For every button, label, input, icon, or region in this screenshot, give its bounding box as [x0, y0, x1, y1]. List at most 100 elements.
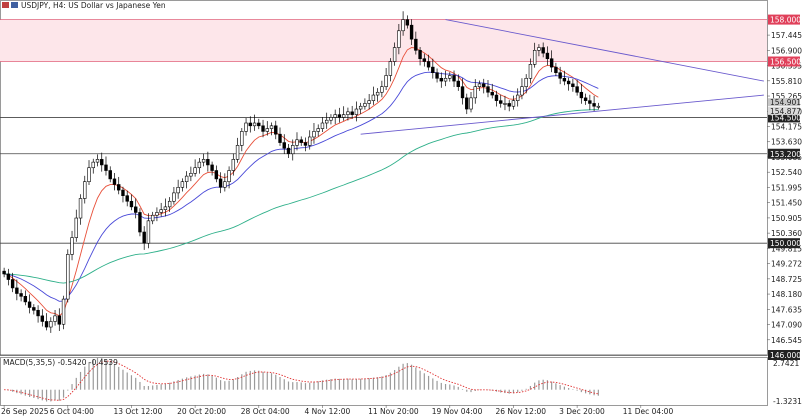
candle-body	[439, 77, 443, 82]
candle-body	[240, 131, 244, 146]
price-pane-border	[0, 0, 768, 356]
candle-body	[227, 170, 231, 183]
candle-body	[49, 321, 53, 328]
x-axis-tick-label: 4 Nov 12:00	[304, 407, 350, 416]
candle-body	[248, 122, 252, 127]
candle-body	[201, 159, 206, 163]
level-tag-label: 146.000	[770, 351, 801, 360]
candle-body	[125, 195, 129, 202]
candle-body	[465, 97, 469, 110]
x-axis-tick-label: 13 Oct 12:00	[113, 407, 162, 416]
candle-body	[354, 108, 359, 115]
candle-body	[184, 175, 189, 183]
y-axis-tick-label: 153.630	[771, 138, 802, 147]
chart-menu-icon[interactable]	[2, 2, 9, 8]
candle-body	[78, 198, 83, 219]
chart-window-icon[interactable]	[11, 2, 18, 8]
candle-body	[443, 77, 448, 82]
candle-body	[324, 119, 329, 124]
candle-body	[257, 122, 261, 127]
candle-body	[138, 212, 142, 233]
candle-body	[10, 279, 15, 289]
trendline[interactable]	[445, 19, 764, 82]
candle-body	[117, 184, 121, 191]
candle-body	[477, 83, 482, 87]
candle-body	[303, 142, 308, 146]
y-axis-tick-label: 149.815	[771, 244, 802, 253]
y-axis-tick-label: 147.090	[771, 321, 802, 330]
candle-body	[159, 209, 163, 213]
candle-body	[511, 100, 516, 107]
candle-body	[490, 91, 494, 96]
candle-body	[384, 75, 388, 87]
level-tag-label: 150.000	[770, 239, 801, 248]
candle-body	[100, 159, 104, 166]
level-tag-label: 154.500	[770, 113, 801, 122]
candle-body	[524, 77, 528, 87]
candle-body	[537, 47, 541, 51]
candle-body	[380, 86, 384, 93]
candle-body	[486, 86, 490, 93]
candle-body	[554, 66, 558, 73]
candle-body	[494, 94, 499, 101]
level-tag	[768, 350, 800, 360]
candle-body	[40, 315, 45, 322]
candle-body	[549, 58, 554, 68]
candle-body	[57, 315, 62, 325]
candle-body	[515, 94, 520, 101]
x-axis-tick-label: 26 Sep 2025	[1, 407, 49, 416]
level-tag	[768, 56, 800, 67]
y-axis-tick-label: 151.995	[771, 183, 802, 192]
x-axis-tick-label: 11 Dec 04:00	[623, 407, 674, 416]
macd-signal-line	[4, 360, 599, 401]
candle-body	[134, 206, 138, 213]
symbol-title: USDJPY, H4: US Dollar vs Japanese Yen	[21, 1, 166, 10]
candle-body	[558, 72, 562, 79]
macd-label: MACD(5,35,5) -0.5420 -0.4539	[3, 358, 118, 367]
candle-body	[214, 170, 219, 180]
candle-body	[15, 287, 19, 294]
level-tag-label: 156.500	[770, 58, 801, 67]
x-axis-tick-label: 19 Nov 04:00	[432, 407, 483, 416]
candle-body	[401, 19, 405, 32]
candle-body	[167, 200, 172, 208]
candle-body	[172, 192, 176, 202]
candle-body	[223, 181, 227, 188]
y-axis-tick-label: 148.725	[771, 275, 802, 284]
x-axis-tick-label: 3 Dec 20:00	[559, 407, 605, 416]
candle-body	[358, 105, 363, 110]
candle-body	[261, 125, 265, 132]
y-axis-tick-label: 157.445	[771, 31, 802, 40]
y-axis-tick-label: 154.175	[771, 123, 802, 132]
candle-body	[363, 103, 367, 107]
current-price-label: 154.877	[770, 107, 801, 116]
candle-body	[265, 128, 269, 132]
macd-axis-bottom: -1.3231	[773, 397, 802, 406]
candle-body	[146, 220, 151, 244]
candle-body	[66, 254, 70, 300]
candle-body	[193, 167, 197, 174]
candle-body	[596, 105, 601, 108]
x-axis-tick-label: 26 Nov 12:00	[495, 407, 546, 416]
candle-body	[44, 321, 49, 328]
candle-body	[545, 52, 550, 60]
candle-body	[74, 217, 78, 238]
candle-body	[431, 66, 435, 73]
candle-body	[405, 19, 410, 26]
y-axis-tick-label: 147.635	[771, 305, 802, 314]
trendline[interactable]	[360, 94, 764, 135]
level-tag	[768, 14, 800, 25]
candle-body	[121, 189, 125, 196]
candle-body	[129, 200, 134, 208]
candle-body	[163, 206, 168, 210]
candle-body	[592, 103, 596, 107]
candle-body	[235, 145, 240, 160]
current-price-tag	[768, 98, 800, 107]
y-axis-tick-label: 152.540	[771, 168, 802, 177]
candle-body	[541, 47, 545, 54]
candle-body	[70, 237, 74, 255]
candle-body	[2, 270, 6, 275]
x-axis-tick-label: 20 Oct 20:00	[177, 407, 226, 416]
candle-body	[112, 178, 117, 185]
